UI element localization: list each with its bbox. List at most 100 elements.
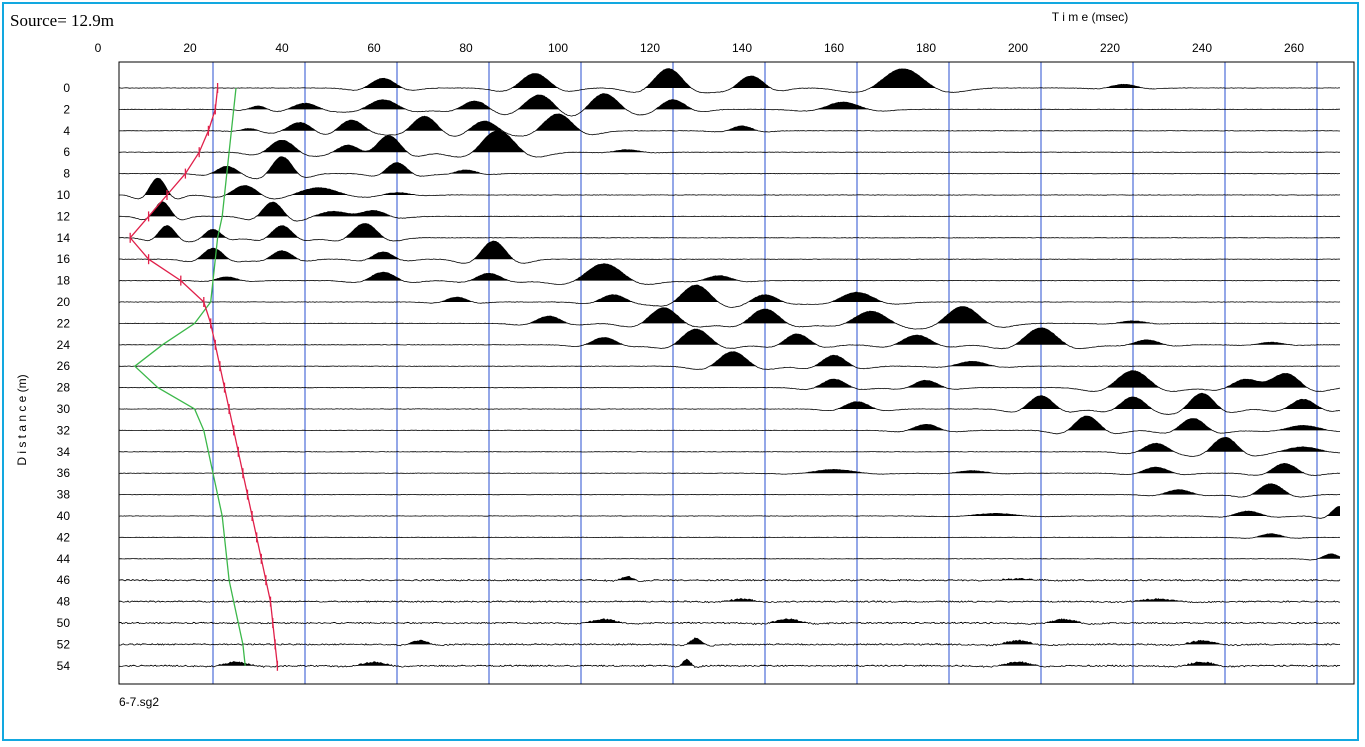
- trace-line: [118, 156, 1341, 180]
- trace-line: [118, 597, 1341, 604]
- x-tick-label: 220: [1100, 41, 1120, 55]
- trace-fill: [118, 93, 1341, 110]
- x-tick-label: 260: [1284, 41, 1304, 55]
- y-tick-label: 14: [57, 231, 71, 245]
- x-tick-label: 120: [640, 41, 660, 55]
- trace-fill: [118, 201, 1341, 217]
- trace-line: [118, 284, 1341, 308]
- trace-line: [118, 370, 1341, 393]
- y-tick-label: 22: [57, 316, 71, 330]
- y-tick-label: 40: [57, 509, 71, 523]
- y-tick-label: 38: [57, 488, 71, 502]
- file-label: 6-7.sg2: [119, 695, 159, 709]
- trace-line: [118, 93, 1340, 117]
- trace-fill: [118, 156, 1341, 174]
- y-tick-label: 16: [57, 252, 71, 266]
- x-tick-label: 160: [824, 41, 844, 55]
- trace-line: [118, 392, 1341, 416]
- trace-fill: [118, 370, 1341, 388]
- trace-line: [118, 263, 1341, 286]
- y-tick-label: 44: [57, 552, 71, 566]
- y-tick-label: 54: [57, 659, 71, 673]
- y-tick-label: 6: [63, 145, 70, 159]
- trace-line: [118, 618, 1341, 626]
- trace-fill: [118, 68, 1341, 88]
- seismic-traces: [118, 68, 1341, 669]
- y-tick-label: 42: [57, 530, 71, 544]
- y-tick-label: 52: [57, 637, 71, 651]
- x-axis-title: T i m e (msec): [1052, 10, 1128, 24]
- plot-border: [118, 61, 1355, 685]
- trace-fill: [118, 327, 1341, 345]
- x-tick-label: 80: [459, 41, 473, 55]
- trace-fill: [118, 178, 1341, 195]
- y-tick-label: 0: [63, 81, 70, 95]
- trace-fill: [118, 463, 1341, 474]
- x-tick-label: 100: [548, 41, 568, 55]
- time-gridlines: [212, 62, 1318, 684]
- model-curve: [133, 87, 246, 666]
- trace-fill: [118, 437, 1341, 452]
- y-tick-label: 34: [57, 445, 71, 459]
- y-tick-label: 8: [63, 167, 70, 181]
- trace-fill: [118, 506, 1341, 516]
- trace-fill: [118, 393, 1341, 409]
- trace-line: [118, 113, 1340, 137]
- x-tick-label: 60: [367, 41, 381, 55]
- trace-fill: [118, 483, 1341, 495]
- trace-fill: [118, 241, 1341, 260]
- trace-line: [118, 415, 1341, 435]
- trace-line: [118, 129, 1341, 158]
- trace-line: [118, 533, 1341, 539]
- trace-line: [118, 177, 1341, 200]
- trace-line: [118, 201, 1341, 222]
- trace-fill: [118, 659, 1341, 666]
- y-tick-label: 20: [57, 295, 71, 309]
- trace-fill: [118, 285, 1341, 302]
- y-tick-labels: 0246810121416182022242628303234363840424…: [57, 81, 71, 673]
- trace-fill: [118, 223, 1341, 238]
- x-tick-label: 140: [732, 41, 752, 55]
- x-tick-label: 240: [1192, 41, 1212, 55]
- y-tick-label: 32: [57, 423, 71, 437]
- trace-fill: [118, 553, 1341, 559]
- trace-line: [118, 240, 1341, 264]
- trace-line: [118, 223, 1341, 243]
- trace-fill: [118, 351, 1341, 367]
- trace-fill: [118, 416, 1341, 431]
- first-break-curve: [129, 87, 279, 666]
- trace-line: [118, 306, 1340, 330]
- trace-line: [118, 658, 1341, 669]
- trace-line: [118, 436, 1341, 457]
- y-tick-label: 10: [57, 188, 71, 202]
- y-tick-label: 28: [57, 381, 71, 395]
- y-tick-label: 50: [57, 616, 71, 630]
- y-tick-label: 48: [57, 595, 71, 609]
- trace-fill: [118, 306, 1341, 324]
- x-tick-labels: 0 20 40 60 80 100 120 140 160 180 200 220 240 260: [95, 41, 1305, 55]
- y-tick-label: 30: [57, 402, 71, 416]
- pick-curves: [129, 83, 279, 671]
- x-tick-label: 20: [183, 41, 197, 55]
- trace-line: [118, 506, 1340, 519]
- y-tick-label: 2: [63, 102, 70, 116]
- x-tick-label: 40: [275, 41, 289, 55]
- trace-line: [118, 575, 1341, 583]
- trace-line: [118, 462, 1341, 476]
- trace-line: [118, 327, 1340, 350]
- y-tick-label: 4: [63, 124, 70, 138]
- y-tick-label: 46: [57, 573, 71, 587]
- trace-line: [118, 637, 1341, 647]
- trace-line: [118, 483, 1341, 498]
- x-tick-label: 180: [916, 41, 936, 55]
- x-tick-label: 0: [95, 41, 102, 55]
- y-axis-title: D i s t a n c e (m): [15, 374, 29, 465]
- trace-line: [118, 68, 1341, 94]
- y-tick-label: 18: [57, 274, 71, 288]
- y-tick-label: 12: [57, 209, 71, 223]
- y-tick-label: 24: [57, 338, 71, 352]
- trace-fill: [118, 113, 1341, 131]
- trace-fill: [118, 637, 1341, 645]
- y-tick-label: 36: [57, 466, 71, 480]
